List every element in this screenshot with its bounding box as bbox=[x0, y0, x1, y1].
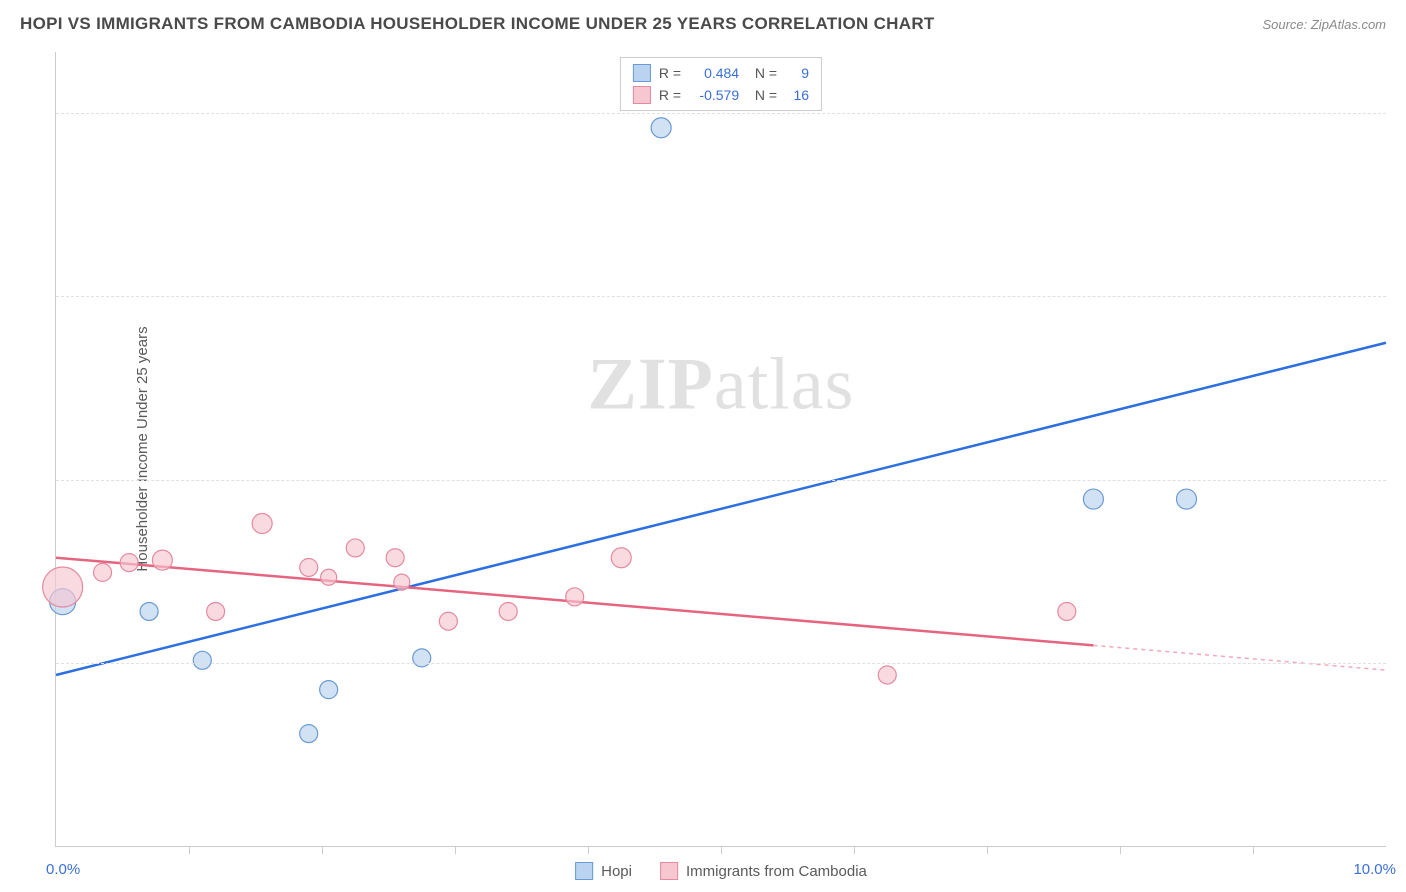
y-tick-label: $150,000 bbox=[1396, 105, 1406, 122]
data-point bbox=[394, 574, 410, 590]
legend-row: R = 0.484 N = 9 bbox=[633, 62, 809, 84]
data-point bbox=[140, 602, 158, 620]
data-point bbox=[152, 550, 172, 570]
legend-swatch bbox=[575, 862, 593, 880]
source-label: Source: ZipAtlas.com bbox=[1262, 17, 1386, 32]
trendline-extrapolated bbox=[1093, 645, 1386, 670]
data-point bbox=[1083, 489, 1103, 509]
chart-title: HOPI VS IMMIGRANTS FROM CAMBODIA HOUSEHO… bbox=[20, 14, 935, 34]
data-point bbox=[1177, 489, 1197, 509]
legend-swatch bbox=[633, 86, 651, 104]
data-point bbox=[878, 666, 896, 684]
data-point bbox=[651, 118, 671, 138]
data-point bbox=[120, 554, 138, 572]
data-point bbox=[207, 602, 225, 620]
legend-r: R = -0.579 bbox=[659, 87, 739, 103]
data-point bbox=[193, 651, 211, 669]
x-tick-mark bbox=[189, 846, 190, 854]
data-point bbox=[94, 563, 112, 581]
legend-correlation: R = 0.484 N = 9R = -0.579 N = 16 bbox=[620, 57, 822, 111]
x-tick-mark bbox=[322, 846, 323, 854]
x-tick-mark bbox=[854, 846, 855, 854]
legend-n: N = 16 bbox=[747, 87, 809, 103]
data-point bbox=[499, 602, 517, 620]
y-tick-label: $37,500 bbox=[1396, 654, 1406, 671]
data-point bbox=[413, 649, 431, 667]
legend-swatch bbox=[660, 862, 678, 880]
x-max-label: 10.0% bbox=[1353, 861, 1396, 878]
chart-area: Householder Income Under 25 years ZIPatl… bbox=[55, 52, 1386, 847]
x-tick-mark bbox=[721, 846, 722, 854]
legend-r: R = 0.484 bbox=[659, 65, 739, 81]
legend-series: Hopi Immigrants from Cambodia bbox=[575, 862, 867, 880]
data-point bbox=[300, 725, 318, 743]
x-tick-mark bbox=[987, 846, 988, 854]
x-tick-mark bbox=[1253, 846, 1254, 854]
data-point bbox=[386, 549, 404, 567]
legend-item: Immigrants from Cambodia bbox=[660, 862, 867, 880]
x-tick-mark bbox=[1120, 846, 1121, 854]
x-tick-mark bbox=[588, 846, 589, 854]
data-point bbox=[1058, 602, 1076, 620]
data-point bbox=[43, 567, 83, 607]
y-tick-label: $75,000 bbox=[1396, 471, 1406, 488]
gridline-h bbox=[56, 113, 1386, 114]
legend-label: Immigrants from Cambodia bbox=[686, 863, 867, 880]
legend-item: Hopi bbox=[575, 862, 632, 880]
data-point bbox=[321, 569, 337, 585]
data-point bbox=[611, 548, 631, 568]
gridline-h bbox=[56, 480, 1386, 481]
data-point bbox=[252, 514, 272, 534]
x-tick-mark bbox=[455, 846, 456, 854]
plot-svg bbox=[56, 52, 1386, 846]
legend-swatch bbox=[633, 64, 651, 82]
legend-row: R = -0.579 N = 16 bbox=[633, 84, 809, 106]
data-point bbox=[566, 588, 584, 606]
data-point bbox=[300, 558, 318, 576]
data-point bbox=[346, 539, 364, 557]
gridline-h bbox=[56, 663, 1386, 664]
gridline-h bbox=[56, 296, 1386, 297]
legend-n: N = 9 bbox=[747, 65, 809, 81]
y-tick-label: $112,500 bbox=[1396, 288, 1406, 305]
data-point bbox=[439, 612, 457, 630]
x-min-label: 0.0% bbox=[46, 861, 80, 878]
data-point bbox=[320, 681, 338, 699]
legend-label: Hopi bbox=[601, 863, 632, 880]
